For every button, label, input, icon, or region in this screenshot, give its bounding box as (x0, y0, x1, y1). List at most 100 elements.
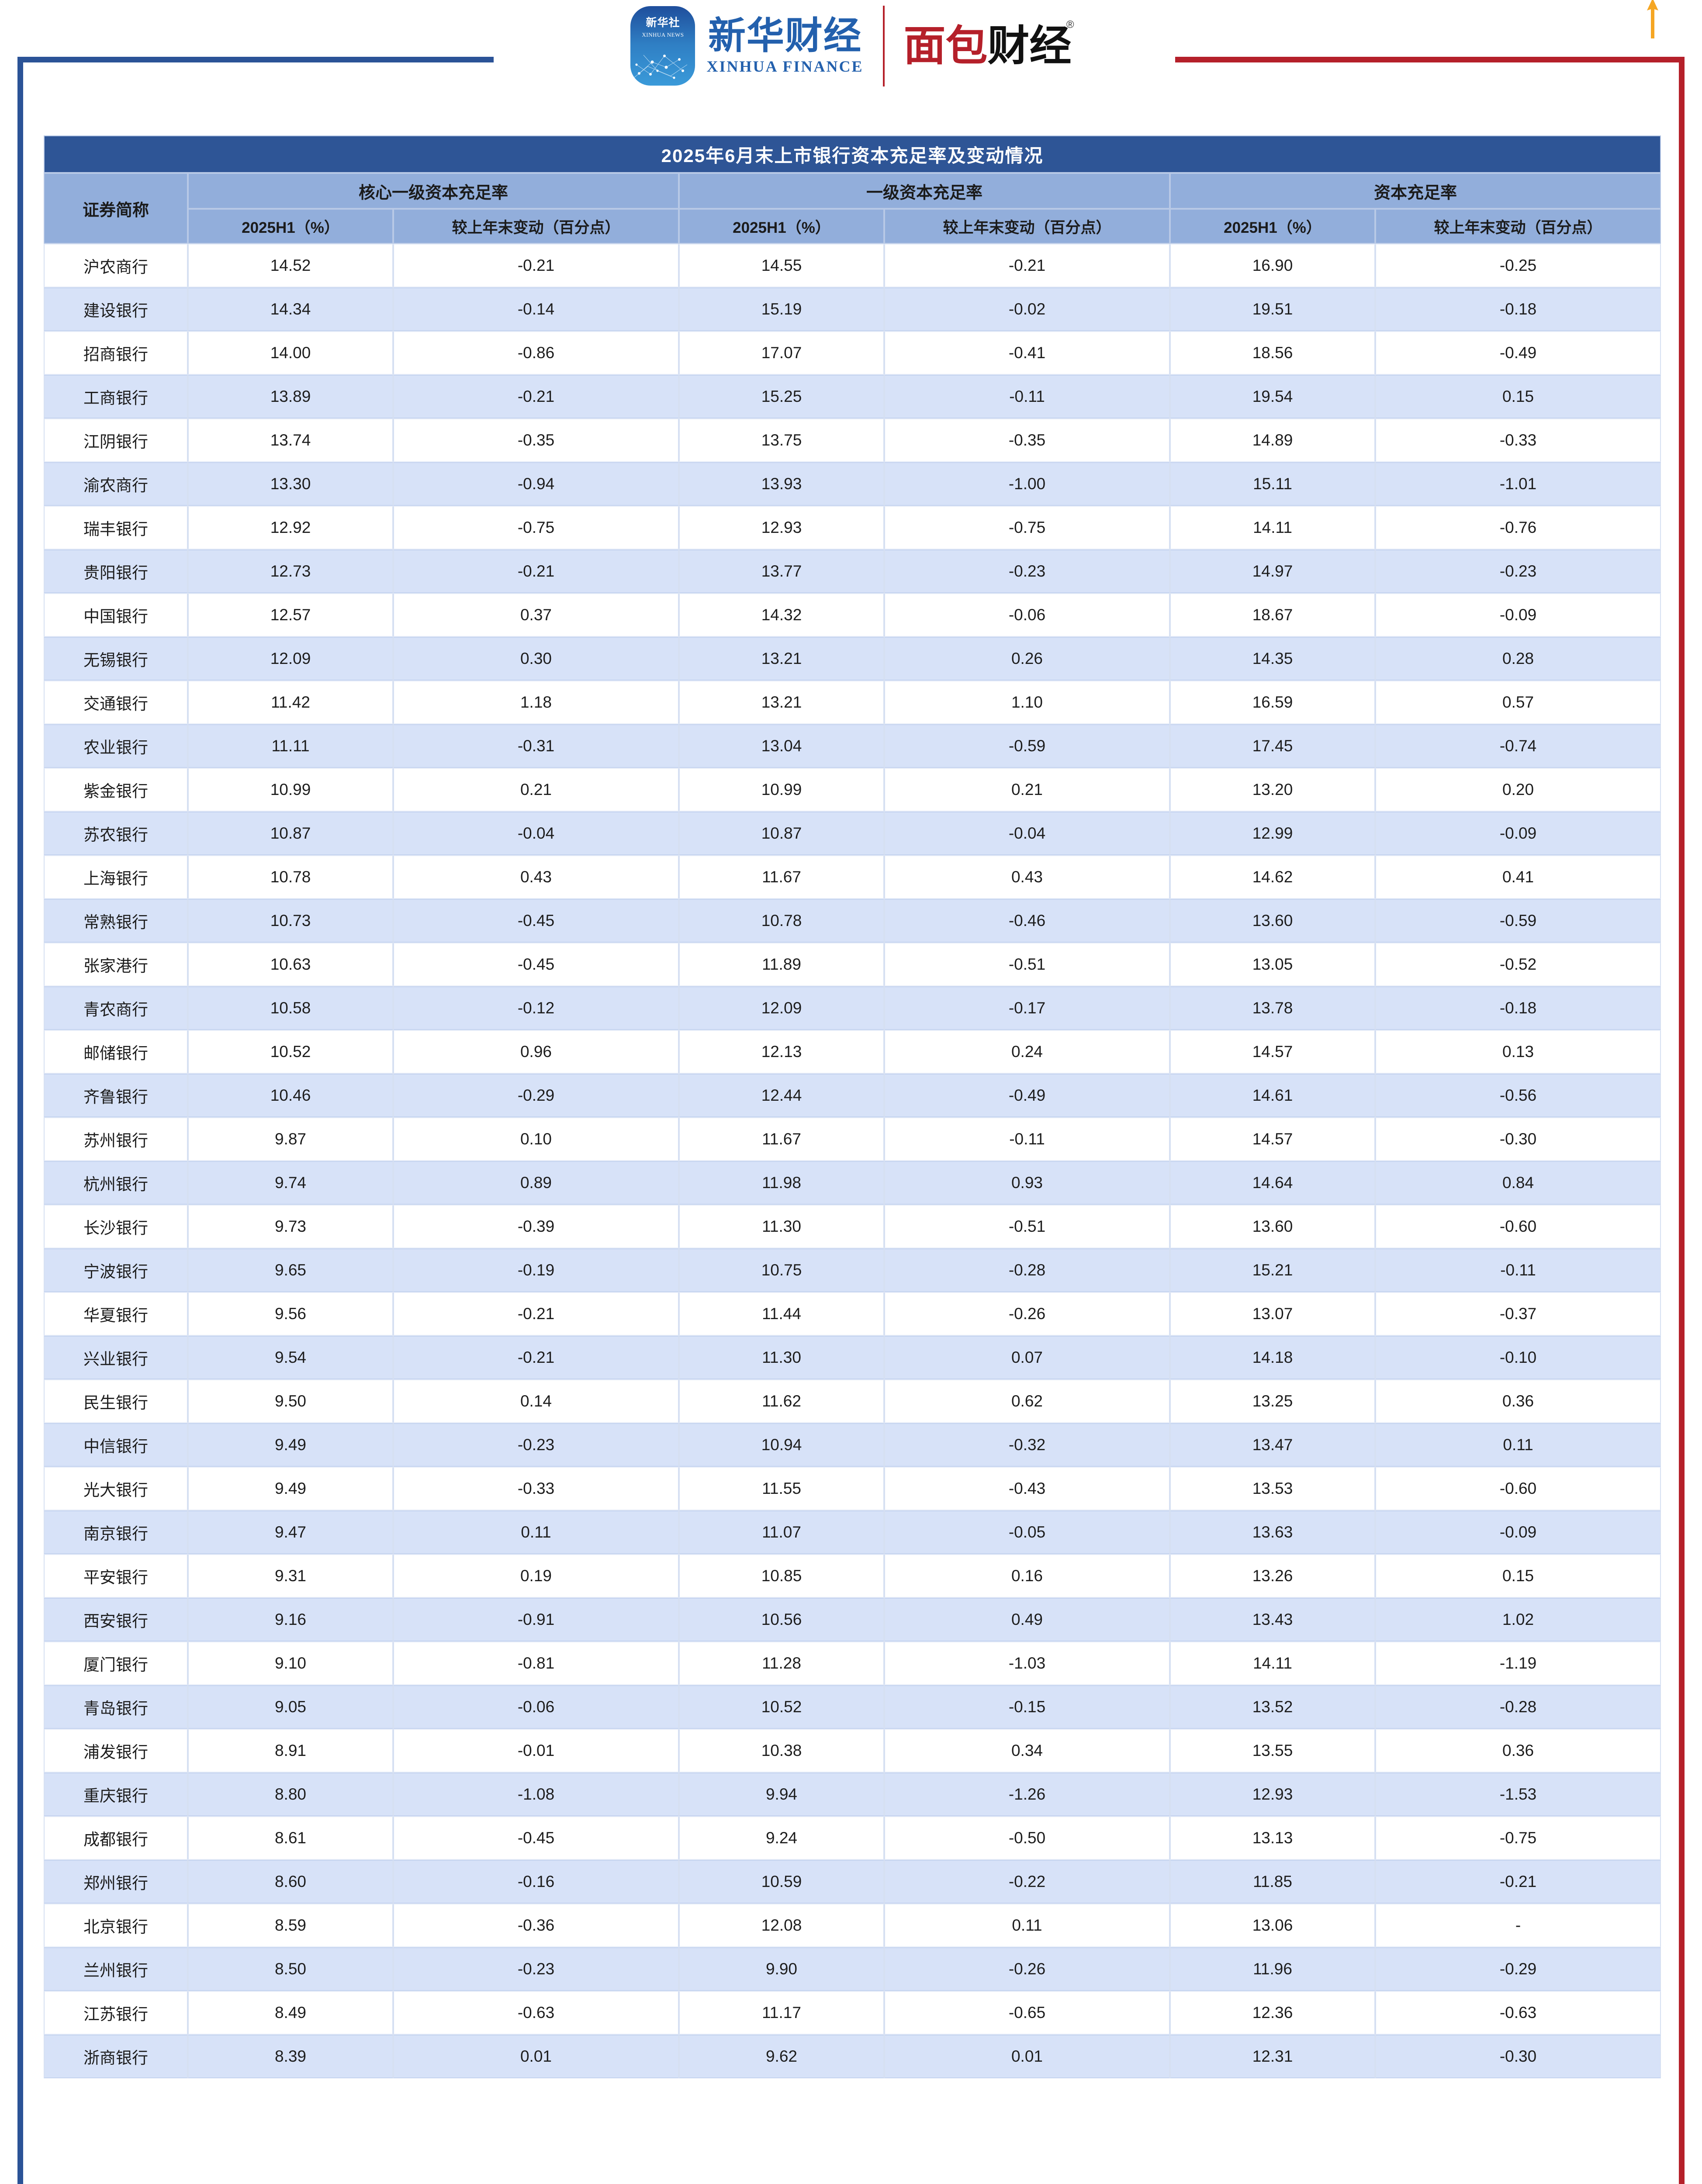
cell-tier1-change: -0.75 (884, 506, 1170, 549)
table-row: 张家港行 10.63 -0.45 11.89 -0.51 13.05 -0.52 (44, 943, 1661, 986)
cell-core-tier1-change: -0.23 (393, 1947, 679, 1991)
cell-core-tier1-change: 0.30 (393, 637, 679, 681)
table-body: 沪农商行 14.52 -0.21 14.55 -0.21 16.90 -0.25 建设银行 14… (44, 244, 1661, 2078)
cell-core-tier1-change: -0.39 (393, 1205, 679, 1248)
mianbao-finance-logo: 面包 财经 ® (904, 19, 1074, 70)
cell-tier1-value: 17.07 (679, 331, 884, 375)
cell-tier1-value: 12.13 (679, 1030, 884, 1074)
cell-tier1-value: 10.87 (679, 812, 884, 855)
cell-core-tier1-change: -0.91 (393, 1598, 679, 1641)
cell-security-name: 兰州银行 (44, 1947, 188, 1991)
cell-total-change: -0.09 (1375, 593, 1661, 637)
cell-security-name: 长沙银行 (44, 1205, 188, 1248)
table-row: 交通银行 11.42 1.18 13.21 1.10 16.59 0.57 (44, 681, 1661, 724)
cell-tier1-value: 13.93 (679, 462, 884, 506)
cell-core-tier1-value: 9.05 (188, 1685, 393, 1729)
cell-core-tier1-change: -0.16 (393, 1860, 679, 1904)
sub-header-tier1-value: 2025H1（%） (679, 209, 884, 244)
cell-core-tier1-change: -0.21 (393, 549, 679, 593)
cell-tier1-change: -0.22 (884, 1860, 1170, 1904)
cell-tier1-change: -0.11 (884, 375, 1170, 418)
cell-total-change: 0.84 (1375, 1161, 1661, 1205)
cell-tier1-value: 11.55 (679, 1467, 884, 1510)
cell-tier1-change: -0.11 (884, 1117, 1170, 1161)
cell-tier1-value: 11.17 (679, 1991, 884, 2035)
cell-tier1-change: 0.01 (884, 2035, 1170, 2078)
cell-total-value: 19.51 (1170, 287, 1375, 331)
network-globe-icon (634, 55, 688, 79)
cell-tier1-value: 10.99 (679, 768, 884, 812)
cell-tier1-value: 9.24 (679, 1816, 884, 1860)
cell-total-change: 0.11 (1375, 1423, 1661, 1467)
cell-total-value: 12.36 (1170, 1991, 1375, 2035)
cell-total-value: 13.63 (1170, 1510, 1375, 1554)
cell-tier1-change: 0.93 (884, 1161, 1170, 1205)
cell-total-change: 0.28 (1375, 637, 1661, 681)
cell-tier1-value: 9.94 (679, 1773, 884, 1816)
cell-tier1-value: 9.62 (679, 2035, 884, 2078)
cell-core-tier1-value: 10.99 (188, 768, 393, 812)
cell-tier1-change: 0.11 (884, 1904, 1170, 1947)
cell-core-tier1-value: 11.11 (188, 724, 393, 768)
cell-security-name: 渝农商行 (44, 462, 188, 506)
cell-tier1-value: 11.67 (679, 855, 884, 899)
cell-core-tier1-change: -0.21 (393, 244, 679, 287)
cell-total-change: -0.18 (1375, 287, 1661, 331)
cell-total-change: -0.10 (1375, 1336, 1661, 1379)
cell-core-tier1-value: 9.74 (188, 1161, 393, 1205)
cell-core-tier1-change: -0.45 (393, 899, 679, 943)
cell-total-value: 13.53 (1170, 1467, 1375, 1510)
table-group-header-row: 证券简称 核心一级资本充足率 一级资本充足率 资本充足率 (44, 173, 1661, 244)
cell-security-name: 招商银行 (44, 331, 188, 375)
cell-core-tier1-change: -0.86 (393, 331, 679, 375)
cell-tier1-value: 12.93 (679, 506, 884, 549)
cell-total-change: -0.09 (1375, 1510, 1661, 1554)
cell-total-value: 13.60 (1170, 899, 1375, 943)
capital-adequacy-table: 2025年6月末上市银行资本充足率及变动情况 证券简称 核心一级资本充足率 一级… (44, 135, 1661, 2078)
mianbao-black-label: 财经 (987, 21, 1072, 70)
table-row: 华夏银行 9.56 -0.21 11.44 -0.26 13.07 -0.37 (44, 1292, 1661, 1336)
cell-security-name: 上海银行 (44, 855, 188, 899)
cell-total-value: 16.90 (1170, 244, 1375, 287)
table-row: 无锡银行 12.09 0.30 13.21 0.26 14.35 0.28 (44, 637, 1661, 681)
xinhua-finance-en-label: XINHUA FINANCE (706, 58, 864, 76)
cell-tier1-change: -0.51 (884, 943, 1170, 986)
cell-tier1-value: 10.38 (679, 1729, 884, 1773)
cell-tier1-change: 0.07 (884, 1336, 1170, 1379)
capital-adequacy-table-container: 2025年6月末上市银行资本充足率及变动情况 证券简称 核心一级资本充足率 一级… (44, 135, 1661, 2078)
table-row: 郑州银行 8.60 -0.16 10.59 -0.22 11.85 -0.21 (44, 1860, 1661, 1904)
table-row: 兴业银行 9.54 -0.21 11.30 0.07 14.18 -0.10 (44, 1336, 1661, 1379)
cell-core-tier1-change: -0.33 (393, 1467, 679, 1510)
table-row: 兰州银行 8.50 -0.23 9.90 -0.26 11.96 -0.29 (44, 1947, 1661, 1991)
table-row: 南京银行 9.47 0.11 11.07 -0.05 13.63 -0.09 (44, 1510, 1661, 1554)
sub-header-core-tier1-value: 2025H1（%） (188, 209, 393, 244)
cell-tier1-change: -1.00 (884, 462, 1170, 506)
cell-total-value: 11.96 (1170, 1947, 1375, 1991)
table-row: 厦门银行 9.10 -0.81 11.28 -1.03 14.11 -1.19 (44, 1641, 1661, 1685)
cell-tier1-change: -0.49 (884, 1074, 1170, 1117)
cell-core-tier1-change: -0.36 (393, 1904, 679, 1947)
table-row: 渝农商行 13.30 -0.94 13.93 -1.00 15.11 -1.01 (44, 462, 1661, 506)
cell-security-name: 江阴银行 (44, 418, 188, 462)
table-row: 西安银行 9.16 -0.91 10.56 0.49 13.43 1.02 (44, 1598, 1661, 1641)
cell-security-name: 张家港行 (44, 943, 188, 986)
cell-tier1-change: -0.23 (884, 549, 1170, 593)
cell-total-value: 13.55 (1170, 1729, 1375, 1773)
cell-tier1-value: 13.04 (679, 724, 884, 768)
cell-core-tier1-change: 0.01 (393, 2035, 679, 2078)
cell-tier1-change: 0.21 (884, 768, 1170, 812)
cell-core-tier1-value: 10.58 (188, 986, 393, 1030)
cell-core-tier1-value: 10.52 (188, 1030, 393, 1074)
cell-tier1-value: 14.32 (679, 593, 884, 637)
cell-total-change: -0.21 (1375, 1860, 1661, 1904)
cell-tier1-change: 0.16 (884, 1554, 1170, 1598)
cell-total-change: -0.63 (1375, 1991, 1661, 2035)
cell-core-tier1-value: 9.56 (188, 1292, 393, 1336)
cell-security-name: 民生银行 (44, 1379, 188, 1423)
cell-total-value: 14.61 (1170, 1074, 1375, 1117)
cell-core-tier1-change: -0.75 (393, 506, 679, 549)
page-title: 2025年6月末上市银行资本充足率及变动情况 (44, 135, 1661, 173)
cell-total-value: 13.47 (1170, 1423, 1375, 1467)
cell-core-tier1-value: 9.10 (188, 1641, 393, 1685)
cell-tier1-value: 15.25 (679, 375, 884, 418)
